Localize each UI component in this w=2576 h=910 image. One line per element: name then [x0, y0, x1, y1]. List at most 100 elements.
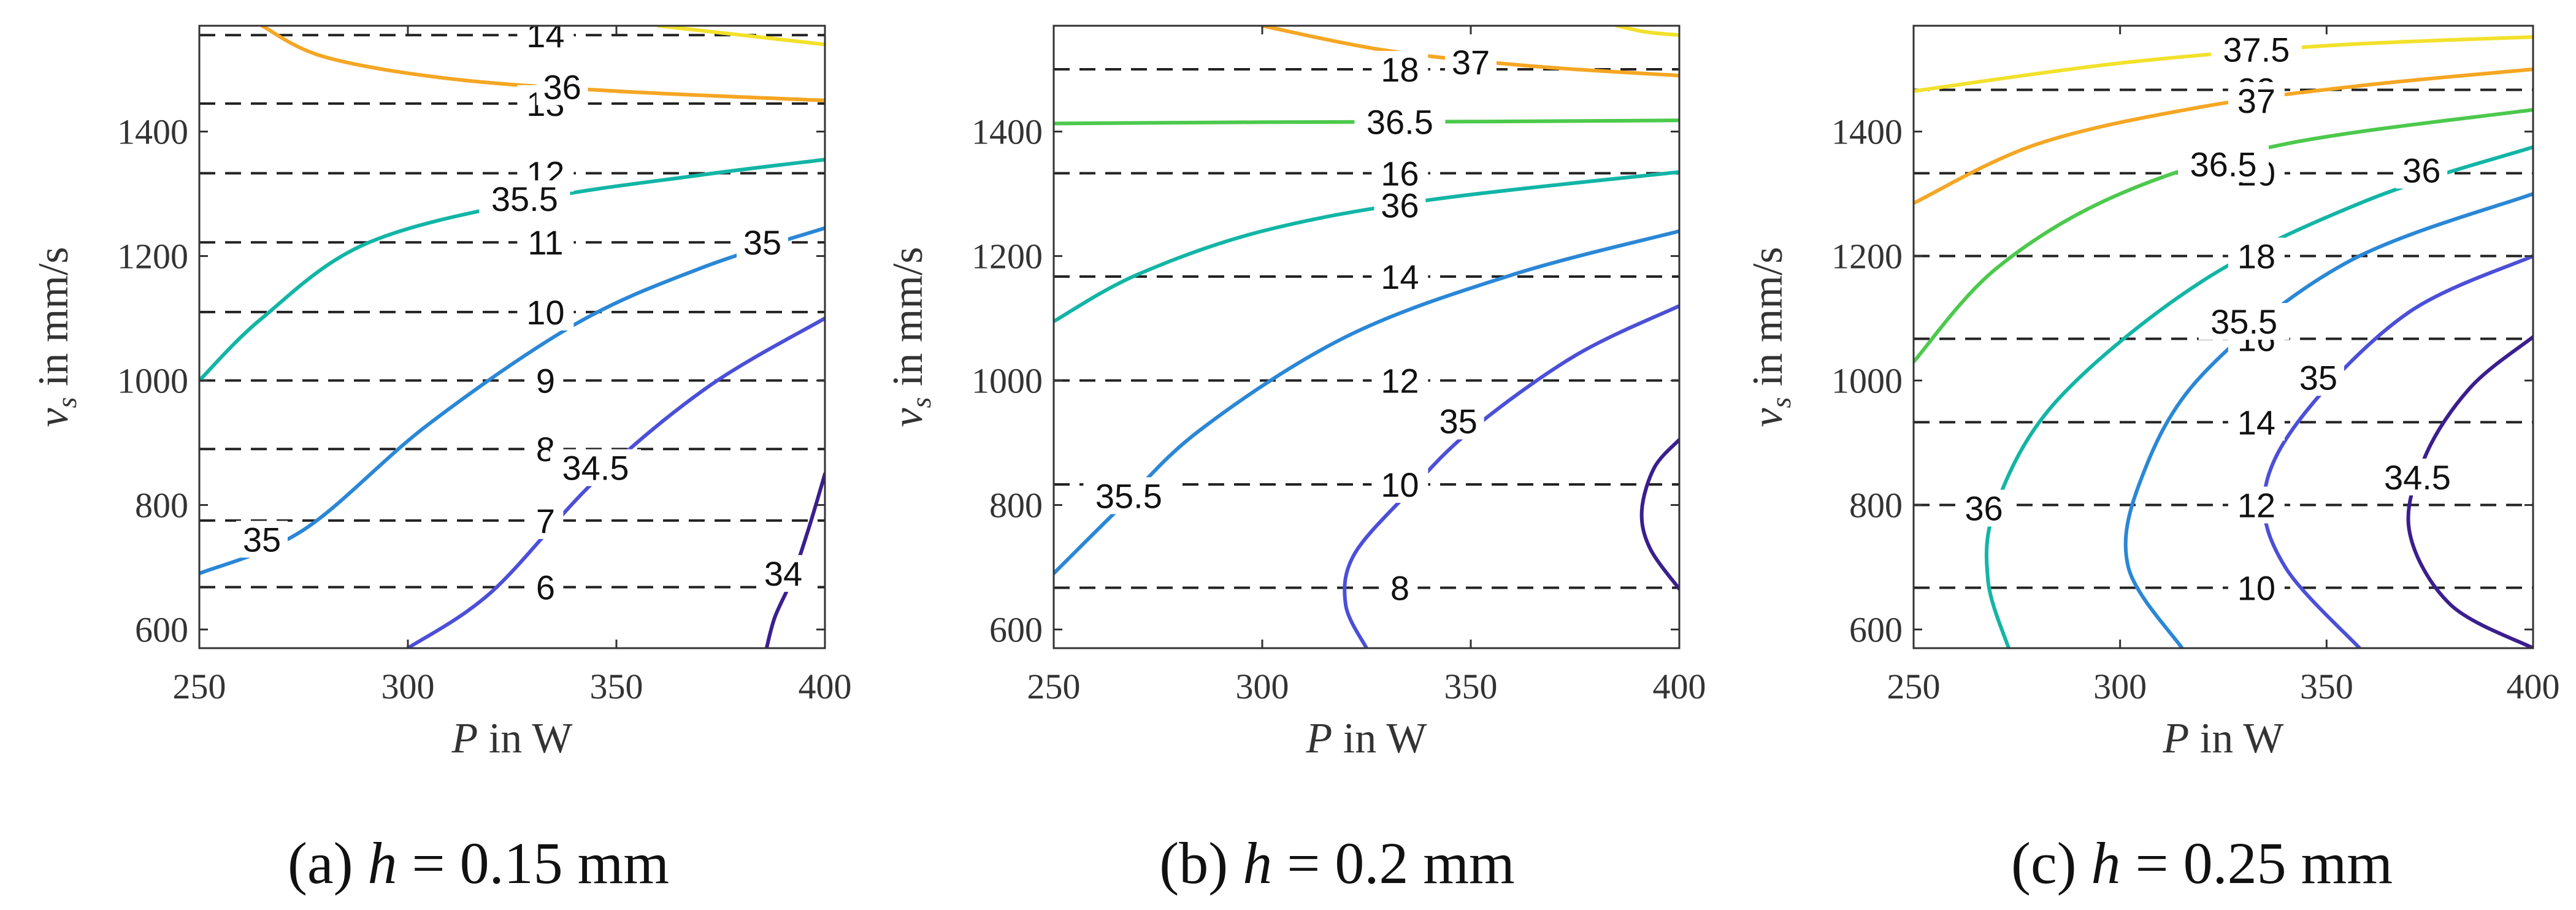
- y-tick-label: 1200: [972, 237, 1043, 277]
- dashed-contour-label: 18: [1381, 50, 1419, 89]
- contour-label-bg: [2396, 151, 2448, 189]
- dashed-contour-label: 12: [1381, 362, 1419, 400]
- x-tick-label: 400: [1653, 667, 1706, 706]
- y-axis-title: vs in mm/s: [884, 247, 937, 427]
- x-tick-label: 300: [381, 667, 435, 706]
- dashed-label-bg: [2228, 569, 2285, 606]
- x-tick-label: 350: [2300, 667, 2353, 706]
- contour-label-bg: [1354, 103, 1446, 140]
- caption-prefix: (c): [2011, 830, 2091, 896]
- contour-line: [656, 26, 825, 47]
- dashed-contour-label: 10: [526, 293, 564, 332]
- dashed-label-bg: [1371, 362, 1428, 399]
- contour-label: 35.5: [491, 180, 558, 218]
- dashed-contour-label: 10: [1381, 465, 1419, 504]
- y-tick-label: 800: [989, 486, 1043, 526]
- contour-label: 35.5: [2210, 302, 2277, 341]
- dashed-label-bg: [1371, 466, 1428, 503]
- dashed-label-bg: [2228, 486, 2285, 524]
- dashed-contour-label: 11: [527, 223, 563, 262]
- dashed-contour-label: 12: [2237, 486, 2275, 525]
- contour-label: 37.5: [2223, 31, 2290, 69]
- x-axis-unit: in W: [478, 715, 572, 762]
- x-axis-variable: P: [2162, 715, 2189, 762]
- panel-caption: (a) h = 0.15 mm: [288, 830, 669, 896]
- contour-label-bg: [1374, 186, 1426, 224]
- x-tick-label: 350: [1444, 667, 1498, 706]
- x-axis-title: P in W: [2162, 715, 2283, 762]
- x-axis-title: P in W: [1305, 715, 1427, 762]
- dashed-label-bg: [1371, 51, 1428, 88]
- contour-label: 37: [1452, 43, 1490, 82]
- contour-label-bg: [1445, 43, 1497, 80]
- y-axis-subscript: s: [905, 397, 937, 408]
- y-axis-unit: in mm/s: [1744, 247, 1792, 397]
- panel-caption: (b) h = 0.2 mm: [1159, 830, 1514, 896]
- y-axis-unit: in mm/s: [30, 247, 77, 397]
- contour-label: 34.5: [2384, 458, 2451, 497]
- y-tick-label: 1000: [1831, 361, 1903, 401]
- y-tick-label: 1000: [117, 361, 188, 401]
- contour-line: [199, 226, 825, 576]
- contour-line: [1639, 438, 1679, 591]
- contour-label: 36: [2402, 151, 2440, 189]
- contour-line: [1054, 229, 1679, 576]
- x-axis-variable: P: [1305, 715, 1332, 762]
- contour-label-bg: [236, 521, 288, 558]
- y-axis-title: vs in mm/s: [30, 247, 82, 427]
- dashed-label-bg: [517, 26, 574, 54]
- contour-label: 34: [764, 554, 802, 593]
- y-axis-subscript: s: [1765, 397, 1796, 408]
- dashed-label-bg: [527, 502, 564, 539]
- contour-line: [2262, 254, 2533, 648]
- dashed-label-bg: [527, 362, 564, 399]
- x-axis-variable: P: [451, 715, 478, 762]
- x-axis-unit: in W: [1332, 715, 1427, 762]
- y-tick-label: 1200: [117, 237, 188, 277]
- contour-label: 35: [1439, 402, 1477, 441]
- y-tick-label: 800: [1849, 486, 1903, 526]
- x-tick-label: 300: [2093, 667, 2147, 706]
- contour-line: [1984, 145, 2533, 648]
- x-axis-unit: in W: [2189, 715, 2283, 762]
- y-tick-label: 600: [135, 610, 188, 650]
- y-axis-variable: v: [884, 408, 932, 427]
- contour-label: 36: [543, 67, 581, 106]
- x-tick-label: 250: [1887, 667, 1941, 706]
- contour-line: [1615, 26, 1679, 37]
- contour-label-bg: [2178, 145, 2269, 183]
- contour-label: 36: [1381, 186, 1419, 224]
- y-axis-variable: v: [1744, 408, 1792, 427]
- dashed-contour-label: 10: [2237, 569, 2275, 608]
- contour-label-bg: [1083, 477, 1175, 514]
- contour-label: 35: [2299, 358, 2337, 397]
- dashed-contour-label: 14: [1381, 258, 1419, 296]
- contour-label-bg: [2210, 31, 2302, 68]
- axes-box: [1912, 25, 2534, 649]
- contour-label-bg: [757, 555, 809, 592]
- x-tick-label: 300: [1236, 667, 1289, 706]
- contour-label-bg: [1958, 489, 2010, 527]
- x-axis-title: P in W: [451, 715, 572, 762]
- contour-label: 35.5: [1095, 476, 1162, 515]
- panel-b: 8 10 12 14 16 18 35 35.5 36 36.5 37 250 300 350 400 600…: [884, 25, 1706, 896]
- contour-label: 37: [2237, 82, 2275, 120]
- dashed-contour-label: 9: [536, 362, 555, 400]
- dashed-contour-label: 7: [536, 502, 555, 540]
- y-tick-label: 1400: [1831, 112, 1903, 152]
- contour-line: [2123, 192, 2533, 648]
- y-tick-label: 600: [989, 610, 1043, 650]
- contour-label-bg: [737, 224, 788, 261]
- caption-variable: h: [2091, 830, 2121, 896]
- y-axis-unit: in mm/s: [884, 247, 932, 397]
- caption-value: = 0.25 mm: [2121, 830, 2393, 896]
- y-tick-label: 1000: [972, 361, 1043, 401]
- contour-label: 36: [1965, 489, 2003, 528]
- y-axis-variable: v: [30, 408, 77, 427]
- caption-variable: h: [368, 830, 397, 896]
- contour-label: 35: [243, 520, 281, 559]
- contour-line: [260, 26, 825, 102]
